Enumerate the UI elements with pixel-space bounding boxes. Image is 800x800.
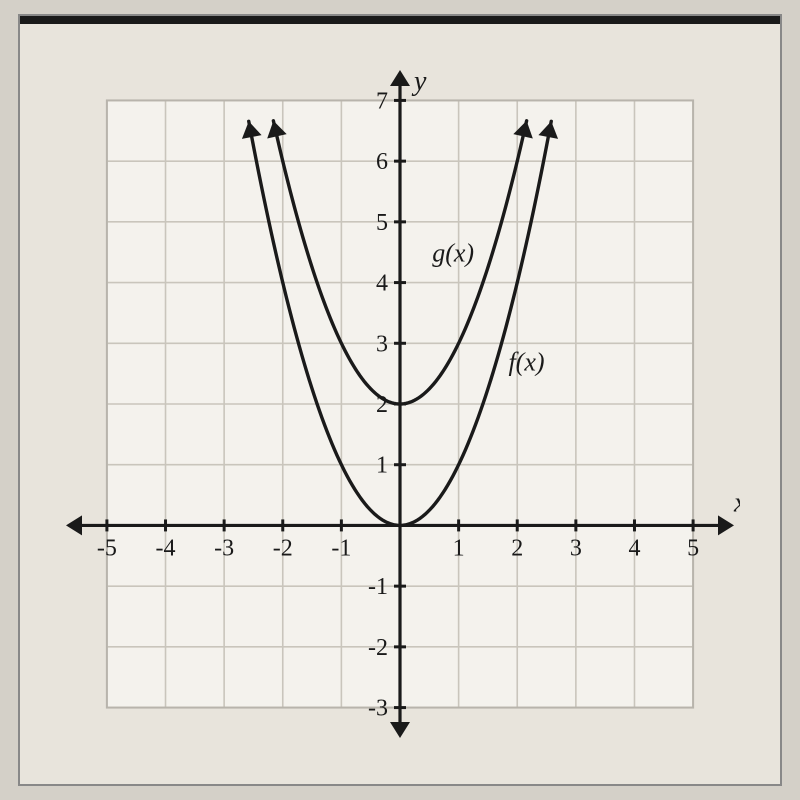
axis-arrowhead — [390, 70, 410, 86]
y-axis-label: y — [411, 66, 427, 97]
curve-label-g(x): g(x) — [432, 238, 474, 267]
parabola-chart: -5-4-3-2-112345-3-2-11234567xyf(x)g(x) — [60, 64, 740, 744]
curve-label-f(x): f(x) — [508, 348, 544, 377]
x-tick-label: 4 — [628, 535, 640, 561]
x-tick-label: -3 — [214, 535, 234, 561]
x-tick-label: 2 — [511, 535, 523, 561]
x-axis-label: x — [733, 487, 740, 518]
x-tick-label: -1 — [331, 535, 351, 561]
x-tick-label: 1 — [453, 535, 465, 561]
y-tick-label: 4 — [376, 271, 388, 297]
y-tick-label: 5 — [376, 210, 388, 236]
y-tick-label: 3 — [376, 331, 388, 357]
x-tick-label: -5 — [97, 535, 117, 561]
y-tick-label: 6 — [376, 149, 388, 175]
y-tick-label: 1 — [376, 453, 388, 479]
y-tick-label: -3 — [368, 696, 388, 722]
y-tick-label: -2 — [368, 635, 388, 661]
x-tick-label: 3 — [570, 535, 582, 561]
x-tick-label: 5 — [687, 535, 699, 561]
axis-arrowhead — [718, 515, 734, 535]
axis-arrowhead — [390, 722, 410, 738]
x-tick-label: -2 — [273, 535, 293, 561]
y-tick-label: -1 — [368, 574, 388, 600]
chart-frame: -5-4-3-2-112345-3-2-11234567xyf(x)g(x) — [20, 16, 780, 784]
axis-arrowhead — [66, 515, 82, 535]
y-tick-label: 7 — [376, 88, 388, 114]
x-tick-label: -4 — [156, 535, 176, 561]
